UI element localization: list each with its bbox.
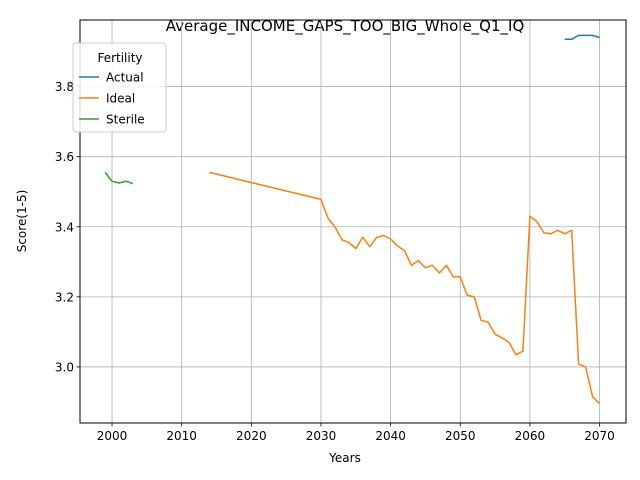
y-axis: 3.0 3.2 3.4 3.6 3.8 — [55, 80, 80, 374]
legend-title: Fertility — [97, 51, 142, 65]
x-axis: 2000 2010 2020 2030 2040 2050 2060 2070 — [97, 423, 615, 443]
y-tick-label: 3.2 — [55, 290, 74, 304]
x-tick-label: 2030 — [306, 429, 337, 443]
x-axis-label: Years — [328, 451, 361, 465]
legend-box — [72, 42, 167, 133]
legend-items: Actual Ideal Sterile — [79, 71, 145, 127]
legend: Fertility Actual Ideal Sterile — [72, 42, 167, 133]
x-tick-label: 2050 — [445, 429, 476, 443]
plot-frame — [79, 19, 627, 424]
y-axis-label: Score(1-5) — [15, 190, 29, 253]
legend-label-sterile: Sterile — [106, 113, 145, 127]
y-tick-label: 3.0 — [55, 360, 74, 374]
x-tick-label: 2000 — [97, 429, 128, 443]
x-tick-label: 2040 — [375, 429, 406, 443]
series-line-sterile — [104, 171, 134, 185]
y-tick-label: 3.8 — [55, 80, 74, 94]
y-tick-label: 3.6 — [55, 150, 74, 164]
chart-title: Average_INCOME_GAPS_TOO_BIG_Whole_Q1_IQ — [166, 17, 525, 36]
series-line-ideal — [209, 171, 601, 405]
x-tick-label: 2070 — [584, 429, 615, 443]
legend-label-ideal: Ideal — [106, 92, 135, 106]
x-tick-label: 2010 — [166, 429, 197, 443]
series-layer — [104, 34, 601, 405]
legend-label-actual: Actual — [106, 71, 144, 85]
x-tick-label: 2060 — [515, 429, 546, 443]
series-line-actual — [564, 34, 600, 41]
x-tick-label: 2020 — [236, 429, 267, 443]
y-tick-label: 3.4 — [55, 220, 74, 234]
